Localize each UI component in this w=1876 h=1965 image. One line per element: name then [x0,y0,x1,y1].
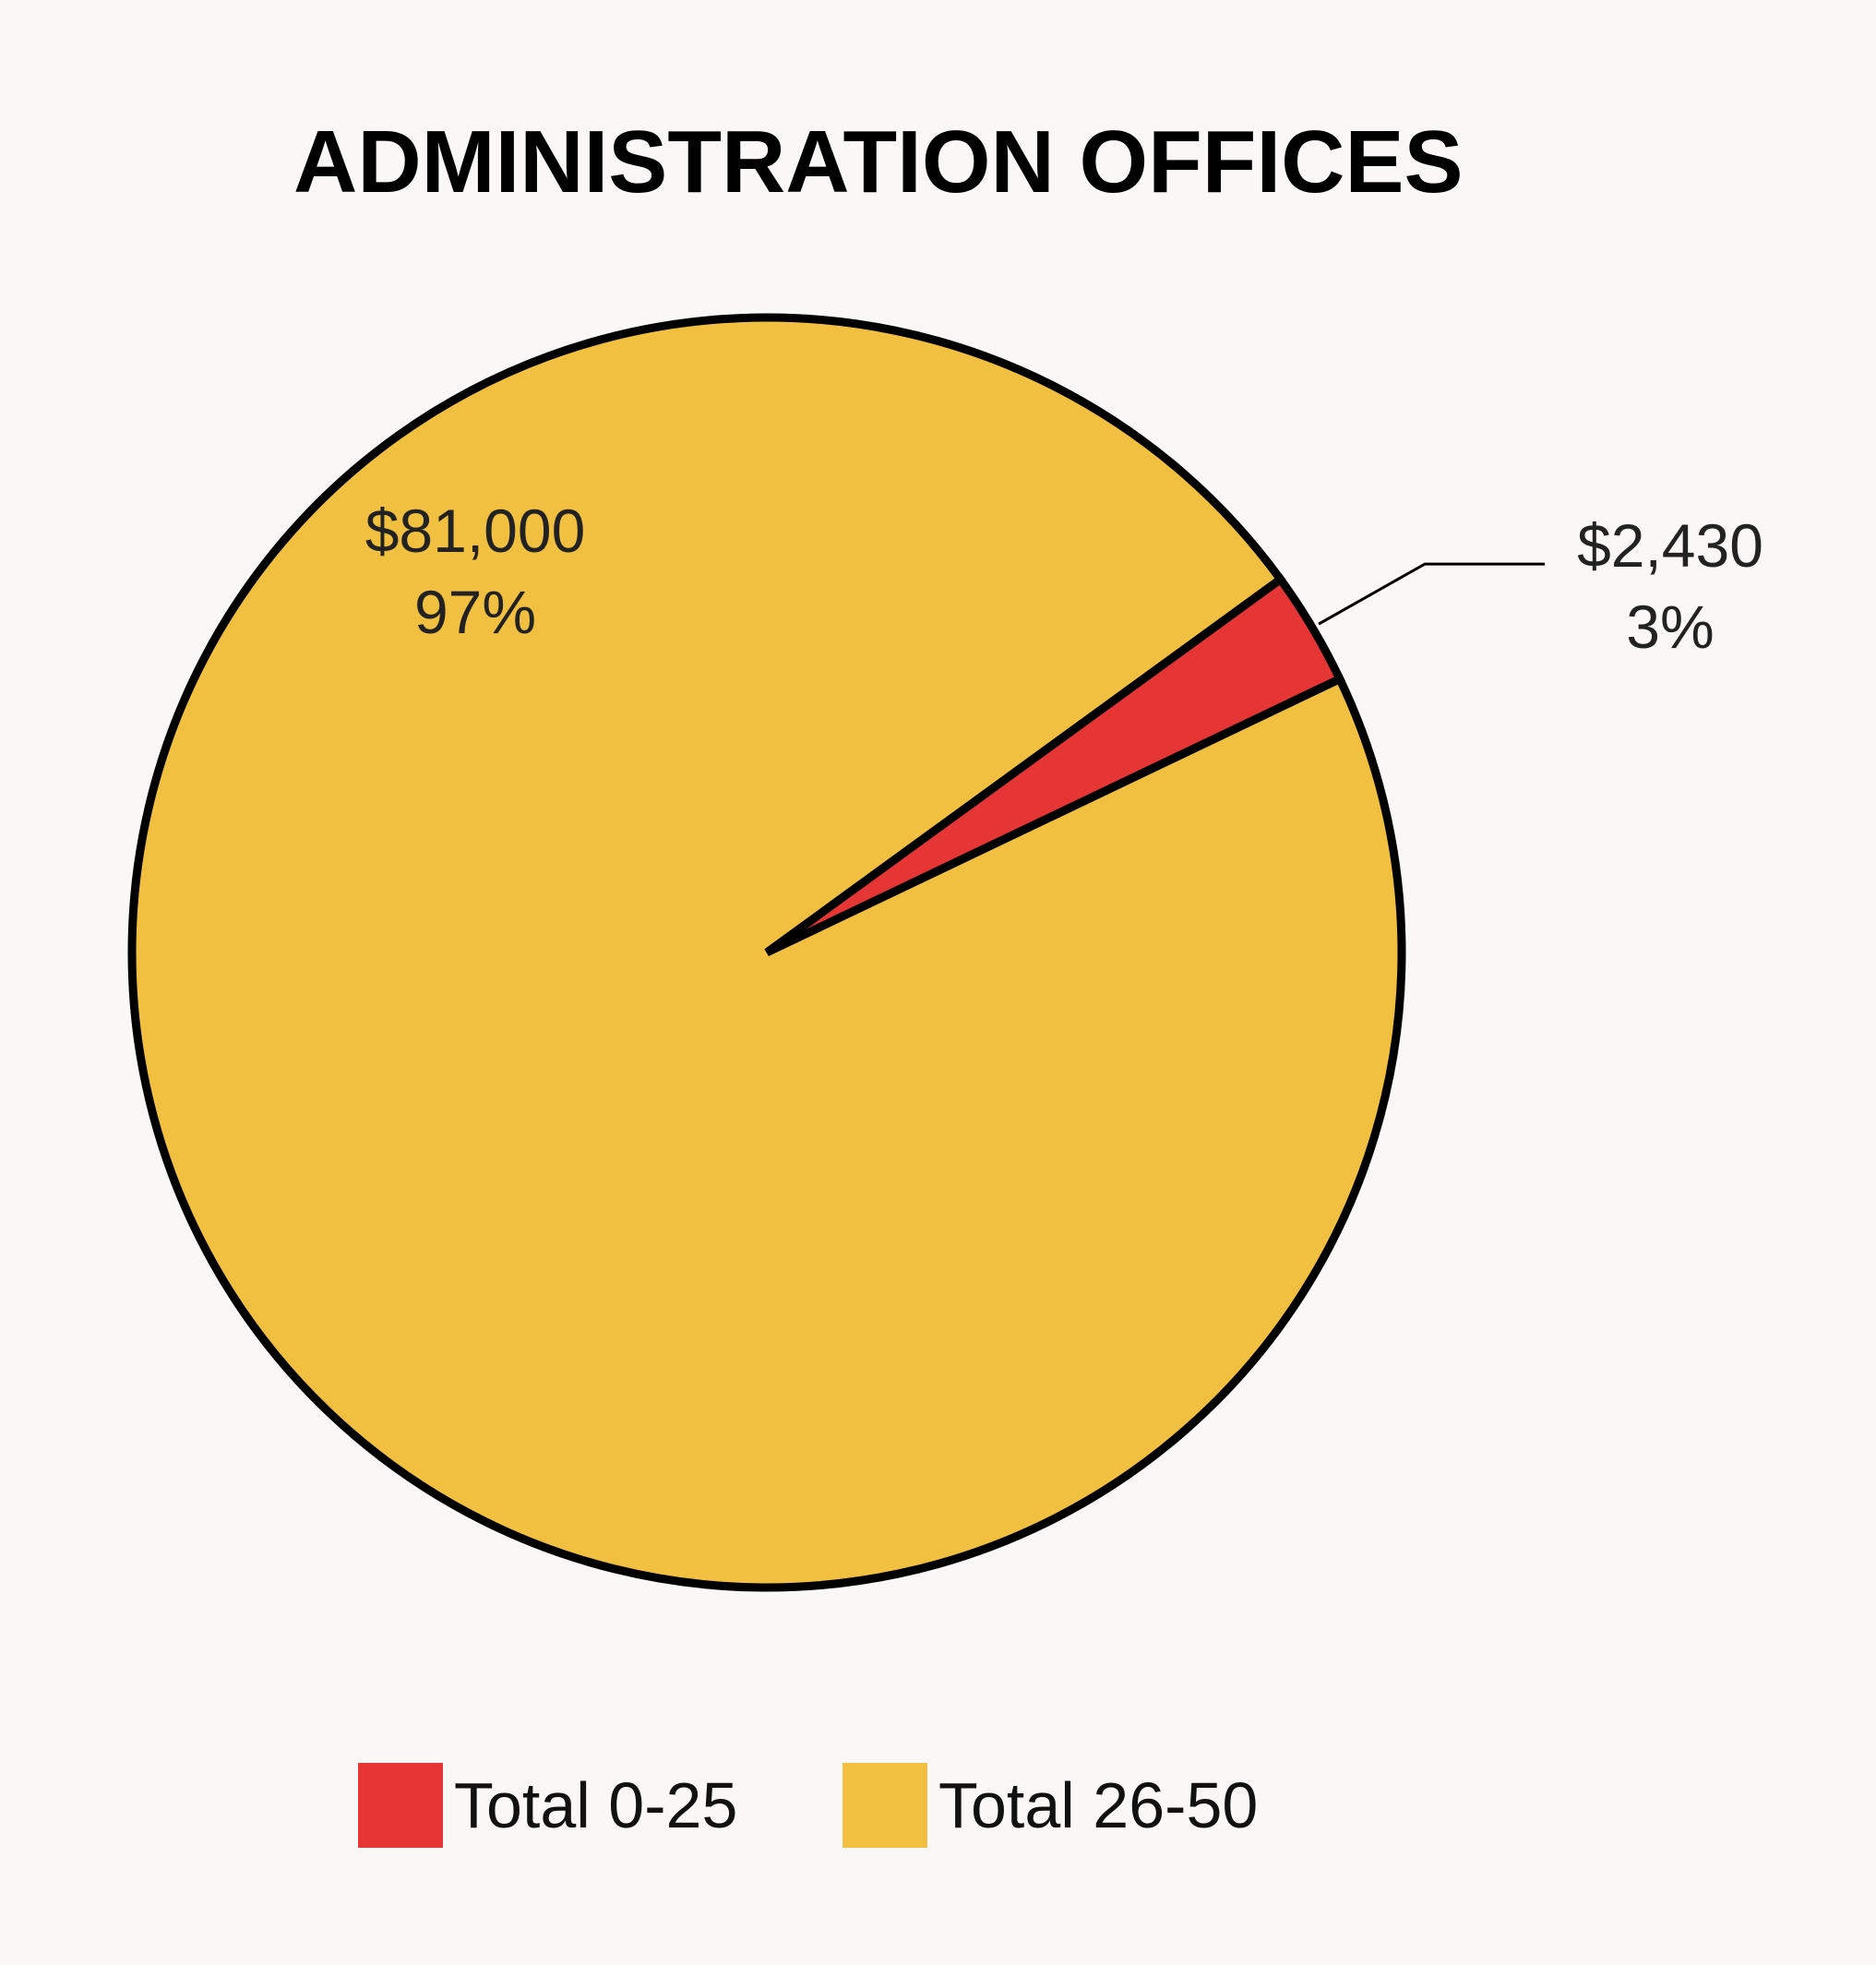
legend-swatch-total-0-25 [358,1763,443,1848]
data-label-value: $81,000 [365,497,586,565]
chart-title: ADMINISTRATION OFFICES [293,113,1464,211]
legend-swatch-total-26-50 [842,1763,927,1848]
legend-item-total-0-25: Total 0-25 [358,1763,737,1848]
legend-item-total-26-50: Total 26-50 [842,1763,1258,1848]
data-label-percent: 97% [414,578,536,646]
pie-slice-total-26-50 [127,313,1406,1592]
data-label-value: $2,430 [1577,511,1763,580]
legend: Total 0-25 Total 26-50 [0,1763,1876,1855]
data-label-percent: 3% [1626,593,1714,661]
legend-label: Total 0-25 [454,1769,738,1841]
leader-line [1318,562,1546,626]
legend-label: Total 26-50 [938,1769,1259,1841]
